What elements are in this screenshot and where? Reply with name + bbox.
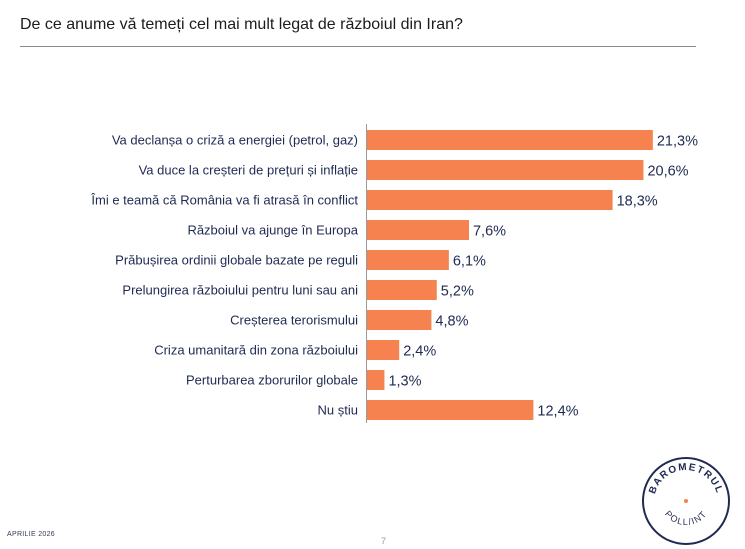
page-number: 7 (381, 536, 387, 546)
category-label: Îmi e teamă că România va fi atrasă în c… (90, 193, 358, 208)
category-label: Prăbușirea ordinii globale bazate pe reg… (115, 253, 358, 268)
bar (367, 130, 653, 150)
bar (367, 310, 432, 330)
value-label: 6,1% (453, 254, 486, 270)
category-label: Războiul va ajunge în Europa (187, 223, 358, 238)
title-divider (20, 46, 696, 47)
logo-dot (684, 499, 688, 503)
category-label: Va declanșa o criză a energiei (petrol, … (112, 133, 358, 148)
value-label: 2,4% (403, 344, 436, 360)
chart-title: De ce anume vă temeți cel mai mult legat… (20, 16, 463, 33)
category-label: Nu știu (318, 403, 358, 418)
category-label: Criza umanitară din zona războiului (154, 343, 358, 358)
category-label: Prelungirea războiului pentru luni sau a… (122, 283, 358, 298)
value-label: 1,3% (388, 374, 421, 390)
report-date: APRILIE 2026 (7, 531, 55, 538)
category-label: Creșterea terorismului (230, 313, 358, 328)
logo-ring (642, 457, 730, 545)
value-label: 12,4% (537, 404, 578, 420)
category-label: Va duce la creșteri de prețuri și inflaț… (139, 163, 358, 178)
bar (367, 370, 385, 390)
bar (367, 340, 400, 360)
value-label: 21,3% (657, 134, 698, 150)
value-label: 20,6% (647, 164, 688, 180)
category-label: Perturbarea zborurilor globale (186, 373, 358, 388)
value-label: 4,8% (435, 314, 468, 330)
value-label: 5,2% (441, 284, 474, 300)
barometrul-logo: BAROMETRUL POLL/INT (642, 457, 730, 545)
bar (367, 160, 644, 180)
bar (367, 280, 437, 300)
value-label: 18,3% (617, 194, 658, 210)
bar (367, 220, 469, 240)
bar (367, 250, 449, 270)
logo-bottom-text: POLL/INT (663, 509, 709, 527)
bar (367, 190, 613, 210)
bar (367, 400, 534, 420)
value-label: 7,6% (473, 224, 506, 240)
